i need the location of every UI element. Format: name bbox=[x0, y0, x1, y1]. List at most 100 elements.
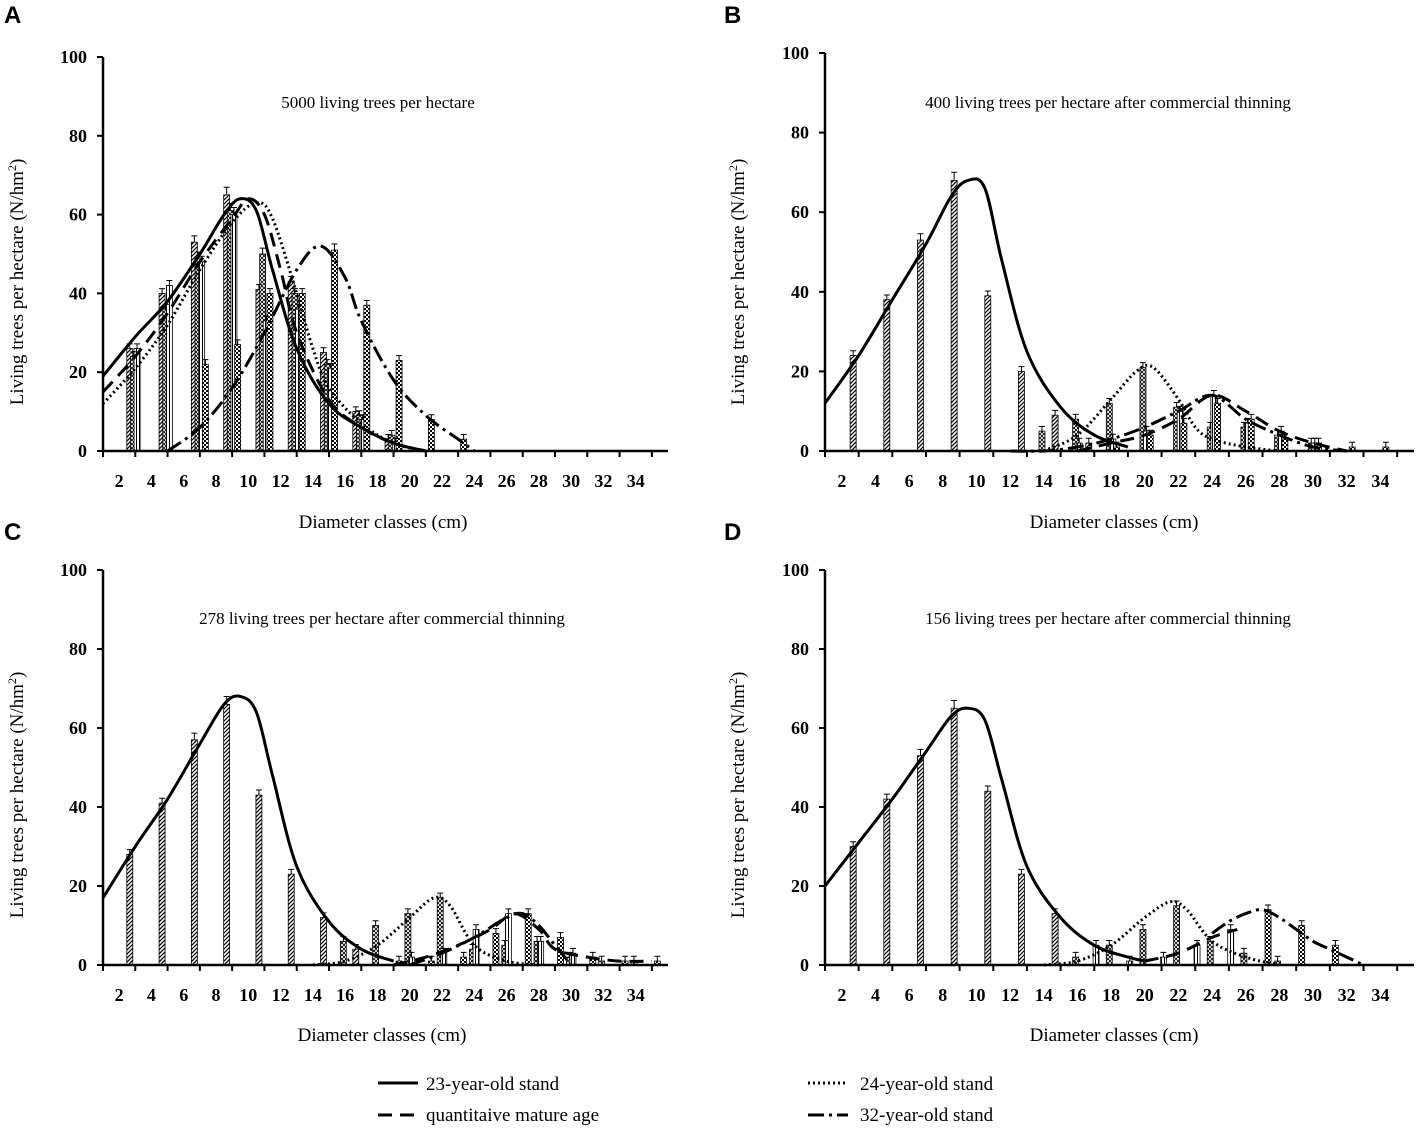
curve-24-year-old-stand bbox=[1043, 363, 1280, 453]
x-tick-label: 4 bbox=[147, 985, 156, 1005]
error-bar bbox=[385, 433, 392, 440]
bar-32-year-old-stand-25 bbox=[492, 932, 500, 966]
error-bar bbox=[622, 955, 629, 962]
error-bar bbox=[1332, 940, 1339, 946]
x-tick-label: 30 bbox=[562, 985, 580, 1005]
error-bar bbox=[1227, 924, 1234, 930]
x-tick-label: 24 bbox=[465, 471, 483, 491]
curves bbox=[823, 177, 1348, 453]
error-bar bbox=[299, 288, 306, 294]
x-tick-label: 34 bbox=[1371, 985, 1389, 1005]
bar-quantitaive-mature-age-26 bbox=[504, 913, 512, 966]
y-tick-label: 60 bbox=[791, 718, 809, 738]
error-bar bbox=[130, 351, 137, 357]
error-bar bbox=[363, 299, 370, 306]
chart-annotation: 5000 living trees per hectare bbox=[281, 93, 475, 112]
error-bar bbox=[1248, 413, 1255, 420]
error-bar bbox=[984, 785, 991, 792]
error-bar bbox=[191, 732, 198, 740]
x-tick-label: 10 bbox=[239, 471, 257, 491]
y-tick-label: 40 bbox=[69, 797, 87, 817]
bar-32-year-old-stand-19 bbox=[395, 359, 403, 452]
curve-32-year-old-stand bbox=[166, 244, 476, 453]
error-bar bbox=[1349, 441, 1356, 448]
error-bar bbox=[460, 951, 467, 958]
x-tick-label: 8 bbox=[212, 985, 221, 1005]
bar-23-year-old-stand-9 bbox=[950, 707, 958, 966]
bar-23-year-old-stand-3 bbox=[849, 846, 857, 966]
panel-c-chart: C Living trees per hectare (N/hm2) 02040… bbox=[4, 519, 668, 1046]
error-bar bbox=[1139, 362, 1146, 368]
x-tick-label: 26 bbox=[1237, 985, 1255, 1005]
x-tick-label: 2 bbox=[115, 985, 124, 1005]
bar-23-year-old-stand-7 bbox=[917, 755, 924, 966]
bar-23-year-old-stand-9 bbox=[223, 703, 231, 966]
curves bbox=[101, 694, 652, 967]
x-tick-label: 32 bbox=[1338, 985, 1356, 1005]
x-tick-label: 34 bbox=[1371, 471, 1389, 491]
bars bbox=[849, 707, 1339, 966]
error-bar bbox=[951, 700, 958, 709]
x-ticks: 2 4 6 8 10 12 14 16 18 20 22 24 26 28 30 32 34 bbox=[102, 451, 653, 491]
y-ticks: 0 20 40 60 80 100 bbox=[60, 560, 103, 975]
x-ticks: 2 4 6 8 10 12 14 16 18 20 22 24 26 28 30 32 34 bbox=[824, 451, 1399, 491]
x-tick-label: 22 bbox=[1169, 985, 1187, 1005]
bar-32-year-old-stand-24 bbox=[1214, 402, 1221, 452]
error-bar bbox=[255, 284, 262, 290]
error-bar bbox=[159, 797, 166, 804]
x-tick-label: 20 bbox=[1136, 471, 1154, 491]
error-bar bbox=[883, 793, 890, 800]
error-bar bbox=[388, 430, 395, 436]
y-tick-label: 0 bbox=[800, 441, 809, 461]
x-axis-title: Diameter classes (cm) bbox=[1030, 1025, 1199, 1046]
x-tick-label: 10 bbox=[967, 471, 985, 491]
x-tick-label: 26 bbox=[498, 471, 516, 491]
error-bar bbox=[598, 955, 605, 962]
error-bar bbox=[984, 290, 991, 296]
error-bar bbox=[1018, 868, 1025, 875]
bar-quantitaive-mature-age-25 bbox=[1227, 929, 1235, 966]
x-tick-label: 12 bbox=[272, 985, 290, 1005]
bar-23-year-old-stand-15 bbox=[1051, 414, 1059, 452]
curve-23-year-old-stand bbox=[823, 706, 1146, 963]
x-tick-label: 24 bbox=[1203, 471, 1221, 491]
x-tick-label: 22 bbox=[1169, 471, 1187, 491]
x-tick-label: 22 bbox=[433, 985, 451, 1005]
panel-letter: D bbox=[724, 519, 741, 546]
y-tick-label: 20 bbox=[69, 362, 87, 382]
bar-32-year-old-stand-15 bbox=[331, 249, 338, 452]
bar-quantitaive-mature-age-5 bbox=[165, 285, 173, 452]
bar-23-year-old-stand-7 bbox=[917, 239, 924, 452]
error-bar bbox=[134, 343, 141, 349]
error-bar bbox=[1052, 409, 1059, 416]
x-tick-label: 34 bbox=[627, 985, 645, 1005]
x-tick-label: 14 bbox=[1035, 985, 1053, 1005]
x-ticks: 2 4 6 8 10 12 14 16 18 20 22 24 26 28 30 32 34 bbox=[102, 965, 653, 1005]
bars bbox=[126, 703, 661, 966]
y-tick-label: 20 bbox=[791, 876, 809, 896]
bar-23-year-old-stand-13 bbox=[287, 873, 295, 966]
x-tick-label: 32 bbox=[1338, 471, 1356, 491]
error-bar bbox=[1173, 401, 1180, 408]
error-bar bbox=[223, 186, 230, 195]
error-bar bbox=[1109, 433, 1116, 440]
x-tick-label: 32 bbox=[594, 471, 612, 491]
bar-23-year-old-stand-7 bbox=[190, 739, 198, 966]
error-bar bbox=[263, 315, 270, 321]
x-tick-label: 12 bbox=[1001, 471, 1019, 491]
error-bar bbox=[1106, 940, 1113, 946]
error-bar bbox=[202, 359, 209, 365]
x-tick-label: 22 bbox=[433, 471, 451, 491]
error-bars bbox=[850, 171, 1389, 448]
error-bar bbox=[396, 355, 403, 361]
error-bar bbox=[1018, 366, 1025, 372]
curve-24-year-old-stand bbox=[101, 201, 427, 453]
bar-quantitaive-mature-age-22 bbox=[440, 952, 448, 966]
bar-quantitaive-mature-age-28 bbox=[537, 940, 545, 966]
error-bar bbox=[1274, 955, 1281, 962]
x-tick-label: 4 bbox=[871, 985, 880, 1005]
x-tick-label: 18 bbox=[368, 985, 386, 1005]
y-tick-label: 0 bbox=[800, 955, 809, 975]
error-bar bbox=[288, 868, 295, 875]
y-tick-label: 100 bbox=[60, 560, 87, 580]
